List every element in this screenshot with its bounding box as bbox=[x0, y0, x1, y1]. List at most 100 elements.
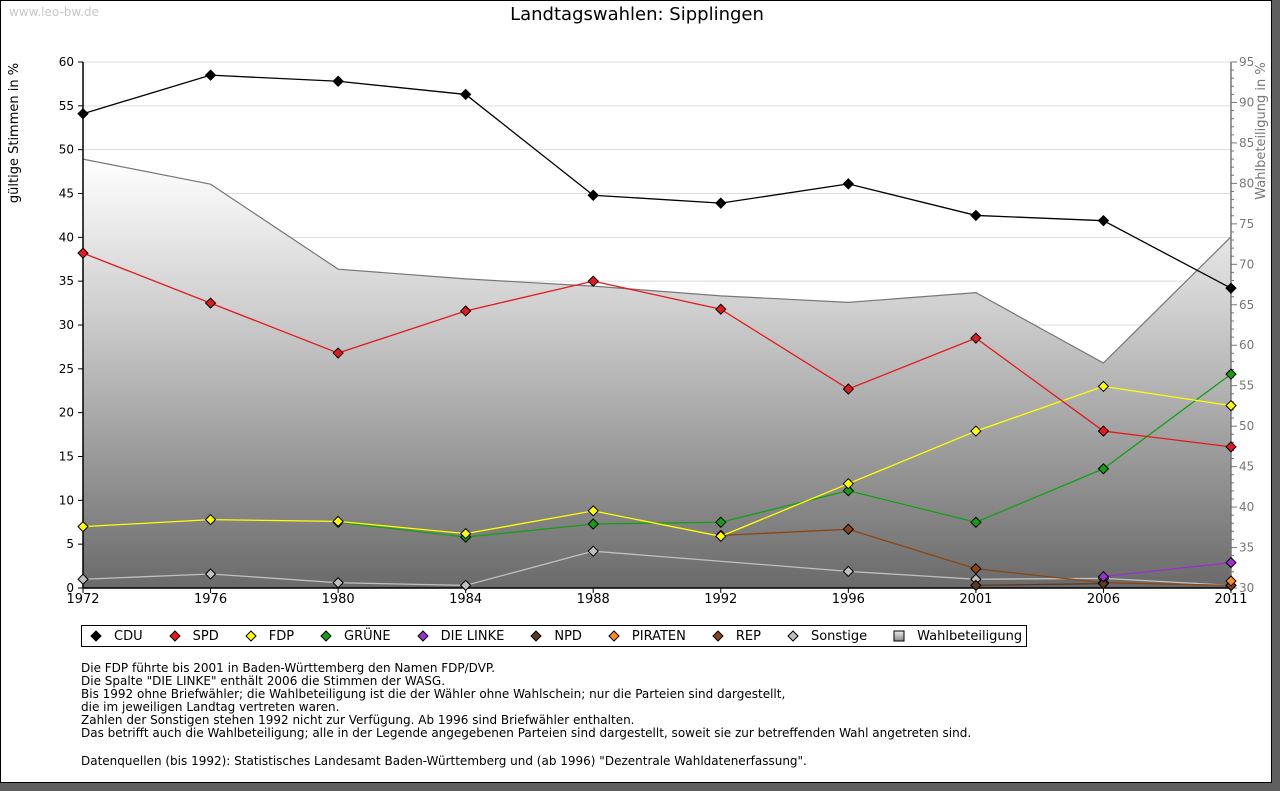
x-tick-label: 1976 bbox=[194, 592, 227, 607]
data-point bbox=[204, 568, 217, 580]
legend-label: CDU bbox=[114, 628, 143, 644]
legend-label: NPD bbox=[554, 628, 582, 644]
y2-tick-label: 95 bbox=[1239, 55, 1254, 69]
diamond-icon bbox=[320, 630, 332, 642]
x-tick-label: 1988 bbox=[577, 592, 610, 607]
note-line: Zahlen der Sonstigen stehen 1992 nicht z… bbox=[81, 713, 635, 727]
series-line bbox=[975, 582, 1104, 587]
data-point bbox=[1097, 463, 1110, 475]
note-line: Bis 1992 ohne Briefwähler; die Wahlbetei… bbox=[81, 687, 786, 701]
series-spd bbox=[77, 247, 1237, 453]
y-tick-label: 0 bbox=[66, 581, 74, 595]
data-point bbox=[459, 579, 472, 592]
series bbox=[77, 69, 1237, 592]
note-line: Die Spalte "DIE LINKE" enthält 2006 die … bbox=[81, 674, 446, 688]
data-point bbox=[1097, 425, 1110, 437]
data-point bbox=[970, 425, 982, 437]
diamond-icon bbox=[245, 630, 257, 642]
watermark: www.leo-bw.de bbox=[9, 5, 99, 19]
y2-tick-label: 50 bbox=[1239, 419, 1254, 433]
legend-label: DIE LINKE bbox=[440, 628, 505, 644]
data-point bbox=[332, 577, 344, 589]
data-point bbox=[1225, 368, 1237, 380]
y-axis-label: gültige Stimmen in % bbox=[7, 63, 22, 203]
notes: Die FDP führte bis 2001 in Baden-Württem… bbox=[81, 662, 971, 740]
axes: 0 5 10 15 20 25 30 35 40 45 50 55 60 30 35 40 45 50 55 60 65… bbox=[59, 55, 1255, 607]
data-point bbox=[842, 477, 855, 490]
legend-item: REP bbox=[712, 629, 761, 644]
y2-tick-label: 70 bbox=[1239, 257, 1254, 271]
series-line bbox=[338, 373, 1232, 538]
data-point bbox=[587, 275, 599, 287]
data-point bbox=[1097, 214, 1110, 227]
turnout-line bbox=[82, 158, 1232, 364]
data-point bbox=[77, 520, 89, 533]
x-tick-label: 1980 bbox=[322, 592, 355, 607]
chart: 0 5 10 15 20 25 30 35 40 45 50 55 60 30 35 40 45 50 55 60 65… bbox=[7, 55, 1269, 607]
chart-title: Landtagswahlen: Sipplingen bbox=[510, 4, 764, 25]
y-tick-label: 35 bbox=[59, 274, 74, 288]
legend-label: SPD bbox=[192, 628, 219, 644]
y-tick-label: 25 bbox=[59, 362, 74, 376]
data-point bbox=[204, 297, 217, 309]
data-point bbox=[587, 518, 599, 530]
legend-item: Sonstige bbox=[787, 629, 867, 644]
y2-axis-label: Wahlbeteiligung in % bbox=[1254, 62, 1269, 199]
x-tick-label: 1972 bbox=[66, 592, 99, 607]
y-tick-label: 45 bbox=[59, 187, 74, 201]
series-cdu bbox=[77, 69, 1237, 294]
square-icon bbox=[893, 630, 905, 642]
data-point bbox=[842, 565, 855, 578]
legend-label: FDP bbox=[268, 628, 295, 644]
data-point bbox=[1097, 577, 1110, 590]
data-point bbox=[77, 573, 89, 585]
note-line: Das betrifft auch die Wahlbeteiligung; a… bbox=[81, 726, 972, 740]
legend-label: Sonstige bbox=[810, 628, 868, 644]
legend-item: NPD bbox=[530, 629, 582, 644]
turnout-area-fill bbox=[83, 159, 1231, 588]
diamond-icon bbox=[416, 630, 429, 642]
series-npd bbox=[970, 577, 1110, 592]
diamond-icon bbox=[168, 630, 181, 642]
diamond-icon bbox=[787, 630, 799, 642]
series-line bbox=[82, 252, 1232, 448]
data-point bbox=[204, 513, 217, 526]
y-tick-label: 30 bbox=[59, 318, 74, 332]
data-point bbox=[459, 88, 472, 101]
data-point bbox=[970, 516, 982, 528]
data-source: Datenquellen (bis 1992): Statistisches L… bbox=[81, 754, 807, 768]
y-tick-label: 50 bbox=[59, 143, 74, 157]
y2-tick-label: 45 bbox=[1239, 460, 1254, 474]
y2-tick-label: 30 bbox=[1239, 581, 1254, 595]
y-tick-label: 40 bbox=[59, 230, 74, 244]
legend-item: DIE LINKE bbox=[416, 628, 505, 644]
legend-item: CDU bbox=[90, 629, 143, 644]
data-point bbox=[1225, 441, 1237, 453]
data-point bbox=[970, 579, 982, 592]
y-tick-label: 10 bbox=[59, 493, 74, 507]
data-point bbox=[332, 75, 344, 87]
data-point bbox=[715, 530, 727, 542]
data-point bbox=[77, 108, 89, 120]
legend-item: FDP bbox=[245, 629, 294, 644]
data-point bbox=[204, 69, 217, 81]
legend-item: Wahlbeteiligung bbox=[893, 629, 1022, 644]
y2-tick-label: 55 bbox=[1239, 379, 1254, 393]
y2-tick-label: 90 bbox=[1239, 95, 1254, 109]
diamond-icon bbox=[530, 630, 543, 642]
data-point bbox=[842, 178, 855, 190]
data-point bbox=[715, 303, 727, 315]
data-point bbox=[715, 197, 727, 209]
data-point bbox=[77, 247, 89, 259]
data-point bbox=[970, 209, 982, 222]
y-tick-label: 5 bbox=[66, 537, 74, 551]
data-point bbox=[1225, 575, 1237, 587]
data-point bbox=[970, 563, 982, 575]
series-fdp bbox=[77, 380, 1237, 542]
y2-tick-label: 80 bbox=[1239, 176, 1254, 190]
y2-tick-label: 75 bbox=[1239, 217, 1254, 231]
x-tick-label: 1992 bbox=[704, 592, 737, 607]
data-point bbox=[842, 484, 855, 497]
y2-tick-label: 65 bbox=[1239, 298, 1254, 312]
